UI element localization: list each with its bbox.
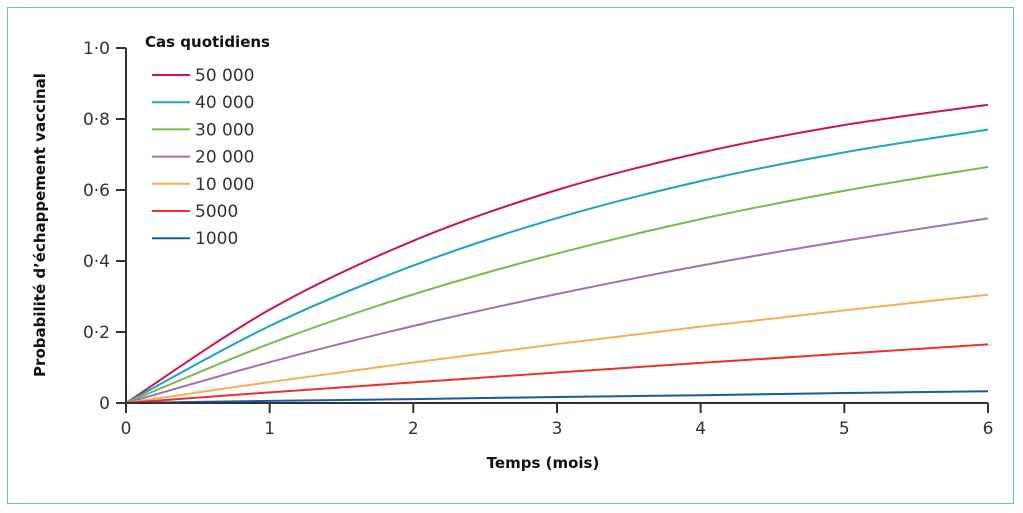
legend: Cas quotidiens 50 000 40 000 30 000 20 000 1… [145, 33, 270, 249]
legend-label: 30 000 [195, 120, 254, 140]
series-line-10000 [125, 293, 989, 404]
y-tick-label: 0·8 [83, 110, 110, 130]
x-tick-label: 2 [408, 419, 419, 439]
x-tick-label: 4 [695, 419, 706, 439]
legend-label: 20 000 [195, 148, 254, 168]
y-tick-label: 0·4 [83, 252, 110, 272]
y-tick-label: 0 [99, 394, 110, 414]
x-tick-label: 3 [552, 419, 563, 439]
chart-frame [7, 7, 1014, 504]
y-tick-label: 1·0 [83, 39, 110, 59]
x-tick-label: 5 [839, 419, 850, 439]
x-tick-label: 0 [121, 419, 132, 439]
series-line-40000 [125, 128, 989, 404]
series-line-1000 [125, 390, 989, 404]
legend-label: 40 000 [195, 93, 254, 113]
y-tick-label: 0·6 [83, 181, 110, 201]
series-line-30000 [125, 165, 989, 404]
y-axis-label: Probabilité d’échappement vaccinal [31, 73, 49, 377]
series-layer [125, 103, 989, 404]
x-axis-label: Temps (mois) [487, 454, 600, 472]
x-tick-label: 6 [983, 419, 994, 439]
x-tick-label: 1 [264, 419, 275, 439]
series-line-20000 [125, 217, 989, 404]
series-line-50000 [125, 103, 989, 404]
legend-label: 1000 [195, 229, 238, 249]
y-tick-label: 0·2 [83, 323, 110, 343]
legend-label: 50 000 [195, 66, 254, 86]
legend-title: Cas quotidiens [145, 33, 270, 51]
legend-label: 5000 [195, 202, 238, 222]
series-line-5000 [125, 343, 989, 404]
legend-label: 10 000 [195, 175, 254, 195]
axes: 0 1 2 3 4 5 6 0 0·2 0·4 0·6 0·8 1·0 [83, 39, 993, 439]
